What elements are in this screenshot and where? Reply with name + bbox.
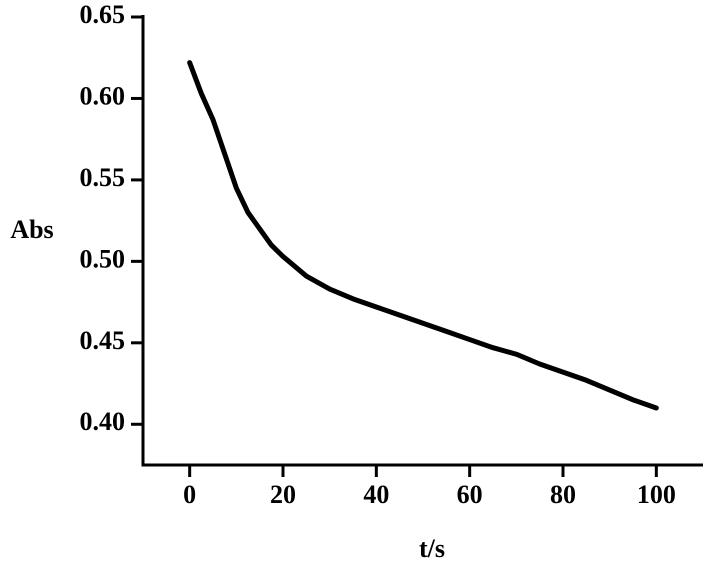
x-tick-label: 60 [457, 480, 483, 509]
y-tick-label: 0.50 [80, 244, 126, 273]
x-tick-label: 20 [270, 480, 296, 509]
data-line [187, 60, 659, 411]
x-tick-label: 100 [637, 480, 676, 509]
x-tick-label: 80 [550, 480, 576, 509]
y-axis-label: Abs [10, 215, 53, 244]
y-tick-label: 0.55 [80, 163, 126, 192]
y-tick-label: 0.65 [80, 0, 126, 29]
x-tick-label: 0 [183, 480, 196, 509]
y-tick-label: 0.40 [80, 407, 126, 436]
x-tick-label: 40 [363, 480, 389, 509]
y-tick-label: 0.45 [80, 326, 126, 355]
y-tick-label: 0.60 [80, 81, 126, 110]
x-axis-label: t/s [419, 534, 445, 563]
